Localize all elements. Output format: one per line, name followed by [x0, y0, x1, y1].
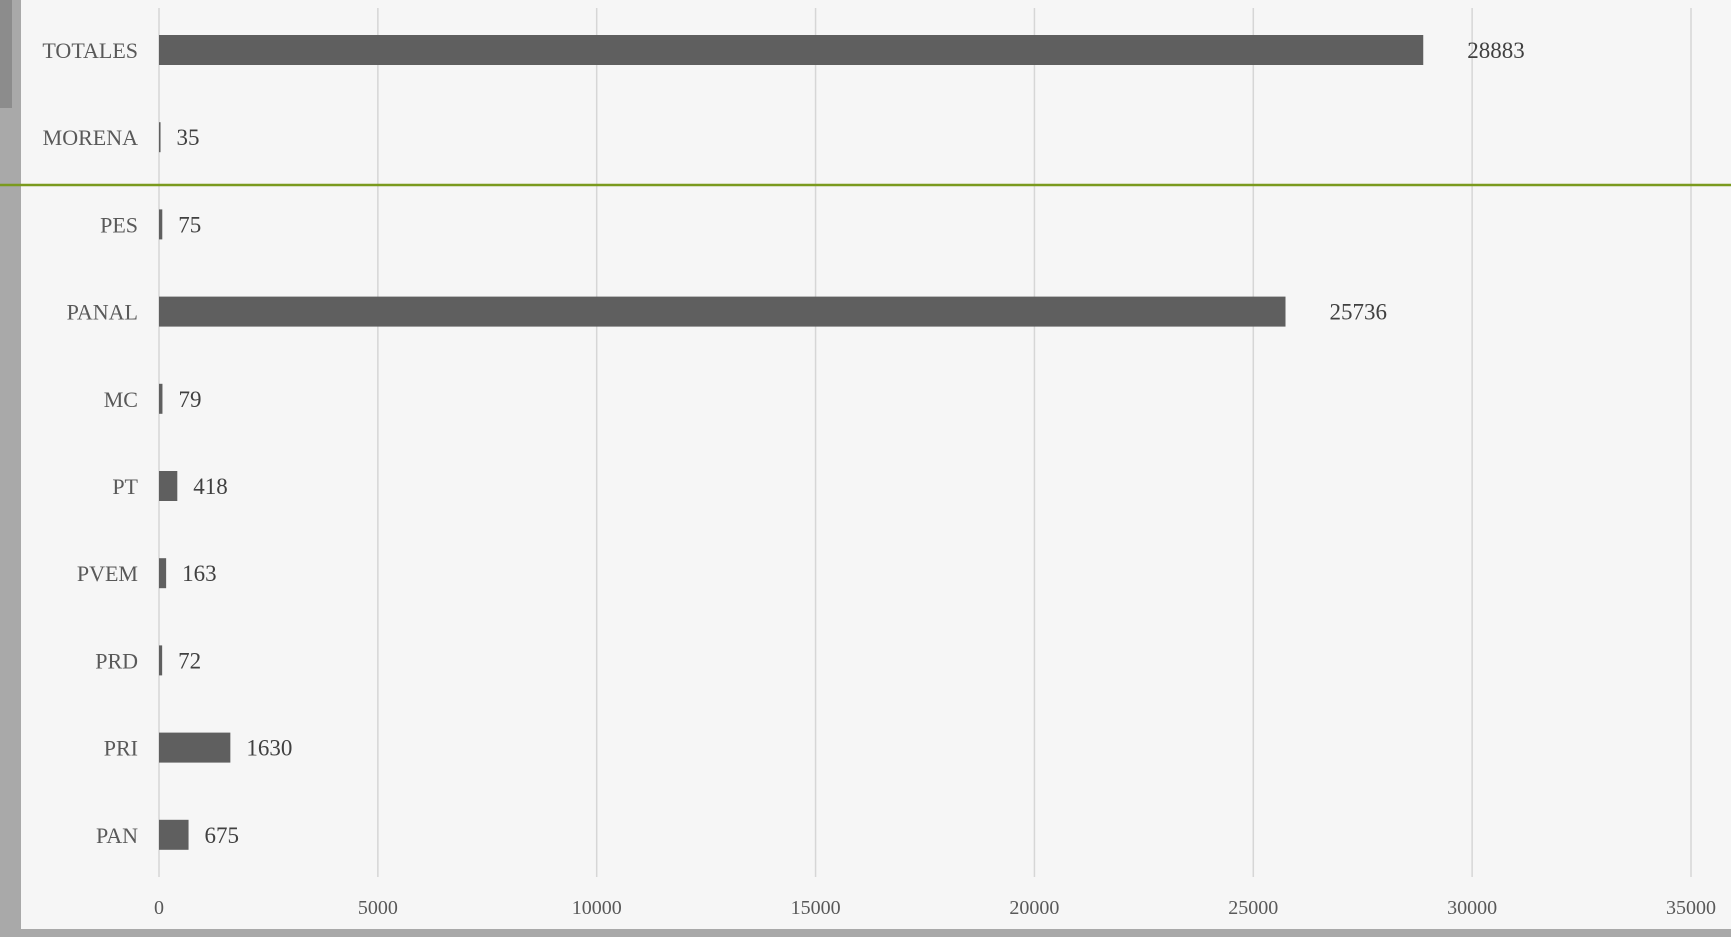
chart-panel — [21, 0, 1731, 929]
bar-prd — [159, 645, 163, 676]
data-label: 79 — [178, 387, 201, 412]
x-tick-label: 5000 — [358, 897, 398, 919]
data-label: 75 — [178, 212, 201, 237]
x-axis-tick-labels: 0 5000 10000 15000 20000 25000 30000 35000 — [154, 897, 1716, 919]
category-label: TOTALES — [42, 38, 138, 63]
category-label: PRD — [95, 648, 138, 673]
bar-pri — [159, 732, 231, 763]
data-label: 163 — [182, 561, 217, 586]
category-labels: TOTALES MORENA PES PANAL MC PT PVEM PRD PRI PAN — [42, 38, 138, 848]
bar-pan — [159, 819, 189, 850]
data-label: 418 — [193, 474, 228, 499]
category-label: PRI — [104, 736, 138, 761]
bar-pes — [159, 209, 163, 240]
category-label: PANAL — [67, 300, 138, 325]
x-tick-label: 35000 — [1666, 897, 1716, 919]
bar-pt — [159, 471, 178, 501]
data-label: 1630 — [246, 736, 292, 761]
bars — [159, 35, 1424, 850]
gridlines — [158, 8, 1692, 877]
bar-panal — [159, 296, 1286, 327]
x-tick-label: 0 — [154, 897, 164, 919]
category-label: MORENA — [43, 125, 138, 150]
x-tick-label: 25000 — [1228, 897, 1278, 919]
x-tick-label: 15000 — [791, 897, 841, 919]
category-label: PVEM — [77, 561, 138, 586]
bar-morena — [159, 122, 161, 153]
x-tick-label: 10000 — [572, 897, 622, 919]
bar-totales — [159, 35, 1424, 65]
bar-pvem — [159, 558, 167, 589]
data-label: 25736 — [1330, 300, 1388, 325]
category-label: PT — [112, 474, 138, 499]
value-labels: 28883 35 75 25736 79 418 163 72 1630 675 — [177, 38, 1525, 848]
category-label: PAN — [96, 823, 138, 848]
category-label: PES — [100, 212, 138, 237]
data-label: 72 — [178, 648, 201, 673]
category-label: MC — [104, 387, 138, 412]
x-tick-label: 20000 — [1009, 897, 1059, 919]
data-label: 35 — [177, 125, 200, 150]
x-tick-label: 30000 — [1447, 897, 1497, 919]
data-label: 28883 — [1467, 38, 1525, 63]
data-label: 675 — [205, 823, 240, 848]
bar-mc — [159, 383, 163, 414]
left-edge-bar — [0, 0, 12, 108]
